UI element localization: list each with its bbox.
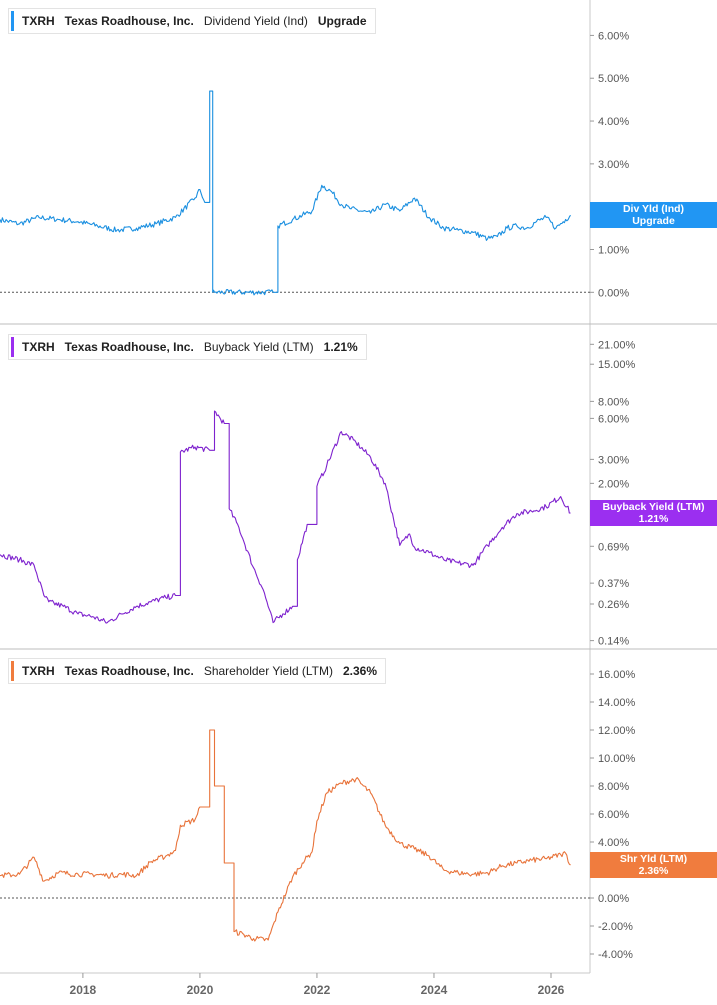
y-tick-label: 6.00% [598,413,629,425]
y-tick-label: 4.00% [598,837,629,849]
y-tick-label: 15.00% [598,359,636,371]
legend-metric: Shareholder Yield (LTM) [203,664,333,678]
legend-value: 1.21% [323,340,358,354]
legend-company: Texas Roadhouse, Inc. [64,340,194,354]
y-tick-label: 4.00% [598,116,629,128]
tag-label: Buyback Yield (LTM) [602,501,705,514]
legend-value: 2.36% [343,664,378,678]
y-tick-label: 21.00% [598,339,636,351]
y-tick-label: 6.00% [598,809,629,821]
y-tick-label: 12.00% [598,725,636,737]
tag-label: Shr Yld (LTM) [619,852,688,865]
series-line [0,90,571,296]
y-tick-label: 16.00% [598,669,636,681]
y-tick-label: 0.14% [598,636,629,648]
tag-value: Upgrade [632,215,675,228]
y-tick-label: 0.37% [598,578,629,590]
y-tick-label: 10.00% [598,753,636,765]
y-tick-label: -4.00% [598,949,633,961]
y-tick-label: -2.00% [598,921,633,933]
y-tick-label: 0.00% [598,893,629,905]
y-tick-label: 0.00% [598,287,629,299]
legend-metric: Dividend Yield (Ind) [203,14,308,28]
y-tick-label: 8.00% [598,781,629,793]
y-tick-label: 3.00% [598,159,629,171]
x-tick-label: 2018 [70,983,97,997]
x-axis: 2018 2020 2022 2024 2026 [0,972,590,997]
series-line [0,729,571,942]
last-value-tag-shareholder: Shr Yld (LTM) 2.36% [590,851,717,878]
y-tick-label: 0.26% [598,599,629,611]
tag-value: 2.36% [638,864,669,877]
panel-buyback-yield: 0.14% 0.26% 0.37% 0.69% 1.21% 2.00% 3.00% 6.00%… [0,323,717,649]
panel-dividend-yield: 0.00%1.00%2.00%3.00%4.00%5.00%6.00% [0,0,629,324]
series-color-swatch [11,11,14,31]
x-tick-label: 2024 [421,983,448,997]
legend-ticker: TXRH [22,340,55,354]
y-tick-label: 0.69% [598,541,629,553]
y-tick-label: 14.00% [598,697,636,709]
y-tick-label: 5.00% [598,73,629,85]
y-tick-label: 3.00% [598,454,629,466]
legend-dividend-yield[interactable]: TXRH Texas Roadhouse, Inc. Dividend Yiel… [8,8,376,34]
x-tick-label: 2022 [304,983,331,997]
y-tick-label: 1.00% [598,244,629,256]
series-color-swatch [11,337,14,357]
legend-ticker: TXRH [22,14,55,28]
legend-shareholder-yield[interactable]: TXRH Texas Roadhouse, Inc. Shareholder Y… [8,658,387,684]
x-tick-label: 2020 [187,983,214,997]
panel-shareholder-yield: -4.00%-2.00%0.00%2.00%4.00%6.00%8.00%10.… [0,648,717,973]
y-tick-label: 6.00% [598,30,629,42]
last-value-tag-dividend: Div Yld (Ind) Upgrade [590,202,717,229]
legend-buyback-yield[interactable]: TXRH Texas Roadhouse, Inc. Buyback Yield… [8,334,367,360]
legend-value: Upgrade [317,14,367,28]
legend-metric: Buyback Yield (LTM) [203,340,314,354]
legend-company: Texas Roadhouse, Inc. [64,14,194,28]
legend-ticker: TXRH [22,664,55,678]
last-value-tag-buyback: Buyback Yield (LTM) 1.21% [590,500,717,527]
y-tick-label: 8.00% [598,396,629,408]
series-color-swatch [11,661,14,681]
tag-label: Div Yld (Ind) [622,203,685,216]
series-line [0,410,571,624]
y-tick-label: 2.00% [598,478,629,490]
x-tick-label: 2026 [538,983,565,997]
legend-company: Texas Roadhouse, Inc. [64,664,194,678]
tag-value: 1.21% [638,513,669,526]
